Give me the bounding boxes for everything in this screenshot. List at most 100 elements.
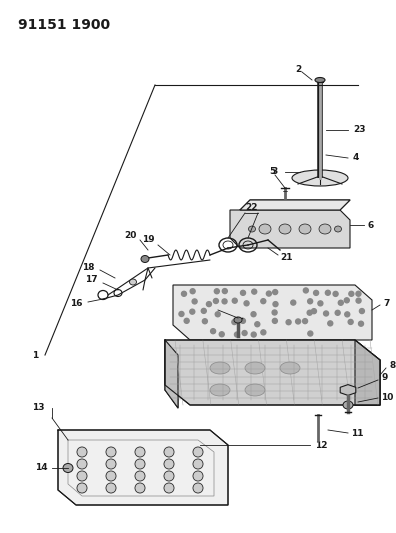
Circle shape bbox=[77, 471, 87, 481]
Ellipse shape bbox=[315, 77, 325, 83]
Circle shape bbox=[291, 300, 296, 305]
Circle shape bbox=[135, 447, 145, 457]
Circle shape bbox=[219, 332, 224, 337]
Circle shape bbox=[106, 459, 116, 469]
Ellipse shape bbox=[280, 362, 300, 374]
Ellipse shape bbox=[292, 170, 348, 186]
Circle shape bbox=[267, 291, 271, 296]
Text: 21: 21 bbox=[280, 254, 293, 262]
Circle shape bbox=[356, 291, 361, 296]
Circle shape bbox=[213, 298, 219, 303]
Circle shape bbox=[202, 319, 208, 324]
Ellipse shape bbox=[210, 384, 230, 396]
Circle shape bbox=[335, 310, 340, 316]
Circle shape bbox=[308, 331, 313, 336]
Circle shape bbox=[193, 459, 203, 469]
Text: 20: 20 bbox=[124, 231, 136, 240]
Circle shape bbox=[356, 298, 361, 303]
Circle shape bbox=[190, 309, 195, 314]
Circle shape bbox=[358, 321, 364, 326]
Ellipse shape bbox=[234, 317, 242, 323]
Ellipse shape bbox=[129, 279, 137, 285]
Text: 18: 18 bbox=[82, 262, 95, 271]
Circle shape bbox=[242, 330, 247, 336]
Circle shape bbox=[312, 309, 316, 313]
Circle shape bbox=[193, 471, 203, 481]
Circle shape bbox=[295, 319, 301, 324]
Circle shape bbox=[360, 309, 364, 313]
Text: 10: 10 bbox=[381, 392, 393, 401]
Circle shape bbox=[77, 483, 87, 493]
Circle shape bbox=[215, 312, 220, 317]
Circle shape bbox=[240, 318, 246, 324]
Circle shape bbox=[164, 459, 174, 469]
Circle shape bbox=[135, 471, 145, 481]
Circle shape bbox=[164, 447, 174, 457]
Circle shape bbox=[303, 288, 308, 293]
Text: 13: 13 bbox=[32, 403, 45, 413]
Circle shape bbox=[308, 299, 312, 304]
Ellipse shape bbox=[245, 362, 265, 374]
Circle shape bbox=[232, 298, 237, 303]
Text: 2: 2 bbox=[295, 64, 301, 74]
Circle shape bbox=[135, 459, 145, 469]
Ellipse shape bbox=[63, 464, 73, 472]
Circle shape bbox=[326, 290, 330, 295]
Circle shape bbox=[214, 289, 219, 294]
Text: 8: 8 bbox=[389, 361, 395, 370]
Circle shape bbox=[232, 320, 237, 325]
Ellipse shape bbox=[319, 224, 331, 234]
Circle shape bbox=[106, 447, 116, 457]
Circle shape bbox=[348, 319, 353, 325]
Text: 6: 6 bbox=[368, 221, 374, 230]
Circle shape bbox=[252, 289, 257, 294]
Circle shape bbox=[77, 447, 87, 457]
Ellipse shape bbox=[249, 226, 255, 232]
Ellipse shape bbox=[279, 224, 291, 234]
Ellipse shape bbox=[259, 224, 271, 234]
Circle shape bbox=[303, 319, 308, 324]
Circle shape bbox=[135, 483, 145, 493]
Ellipse shape bbox=[343, 401, 353, 409]
Circle shape bbox=[333, 292, 338, 296]
Circle shape bbox=[193, 483, 203, 493]
Text: 16: 16 bbox=[70, 298, 83, 308]
Circle shape bbox=[206, 302, 211, 306]
Circle shape bbox=[261, 330, 266, 335]
Text: 22: 22 bbox=[245, 204, 257, 213]
Text: 14: 14 bbox=[35, 464, 48, 472]
Circle shape bbox=[272, 310, 277, 315]
Circle shape bbox=[77, 459, 87, 469]
Text: 12: 12 bbox=[315, 440, 327, 449]
Text: 7: 7 bbox=[383, 298, 389, 308]
Ellipse shape bbox=[245, 384, 265, 396]
Circle shape bbox=[307, 310, 312, 315]
Text: 19: 19 bbox=[142, 236, 154, 245]
Text: 11: 11 bbox=[351, 429, 364, 438]
Circle shape bbox=[234, 332, 240, 337]
Circle shape bbox=[273, 302, 278, 306]
Circle shape bbox=[240, 290, 246, 295]
Circle shape bbox=[222, 288, 227, 294]
Text: 9: 9 bbox=[381, 374, 387, 383]
Circle shape bbox=[286, 320, 291, 325]
Text: 17: 17 bbox=[86, 276, 98, 285]
Circle shape bbox=[251, 332, 256, 337]
Circle shape bbox=[273, 289, 278, 295]
Ellipse shape bbox=[210, 362, 230, 374]
Text: 4: 4 bbox=[353, 154, 360, 163]
Circle shape bbox=[244, 301, 249, 306]
Polygon shape bbox=[165, 340, 178, 408]
Polygon shape bbox=[165, 340, 380, 405]
Polygon shape bbox=[240, 200, 350, 210]
Circle shape bbox=[251, 312, 256, 317]
Circle shape bbox=[201, 309, 206, 313]
Circle shape bbox=[190, 289, 195, 294]
Text: 3: 3 bbox=[272, 167, 278, 176]
Polygon shape bbox=[230, 210, 350, 248]
Circle shape bbox=[184, 318, 189, 324]
Circle shape bbox=[314, 290, 319, 295]
Ellipse shape bbox=[335, 226, 341, 232]
Circle shape bbox=[324, 311, 329, 316]
Ellipse shape bbox=[299, 224, 311, 234]
